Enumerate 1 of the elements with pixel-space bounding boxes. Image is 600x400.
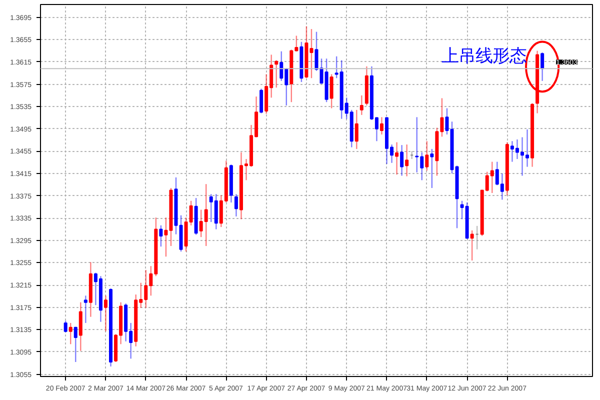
annotation: 上吊线形态 [441, 46, 526, 67]
